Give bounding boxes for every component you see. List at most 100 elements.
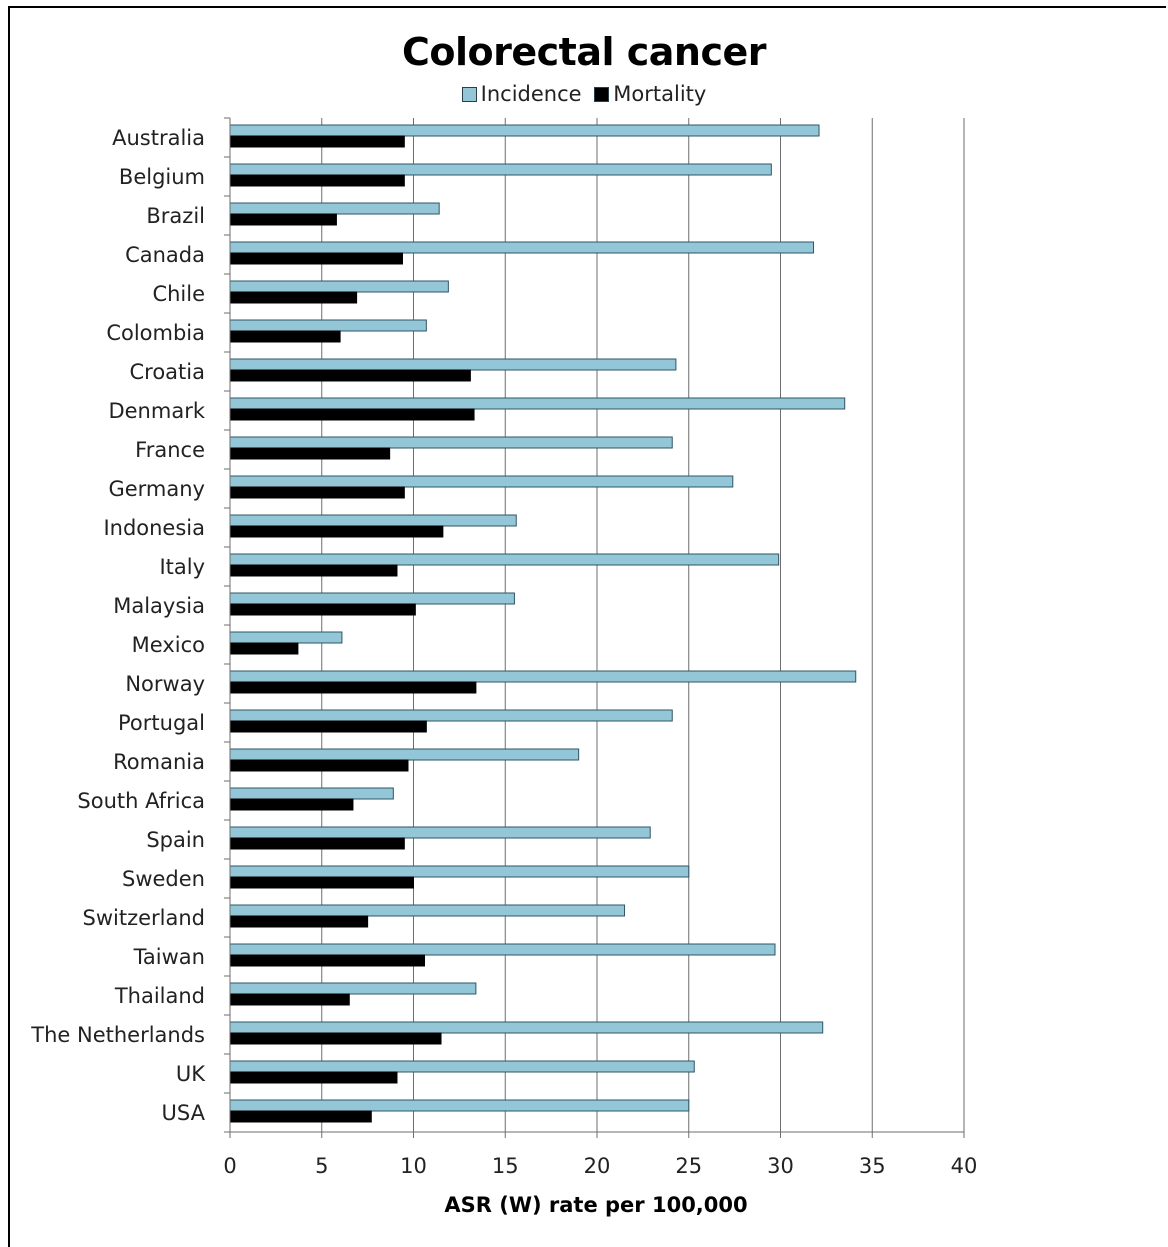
bar-mortality [229,642,299,655]
axes: 0 5 10 15 20 25 30 35 40 Australia Belgium Brazil Ca… [30,117,978,1178]
bar-incidence [229,592,515,605]
bar-incidence [229,202,440,215]
bar-incidence [229,748,580,761]
y-tick-label: Italy [159,555,205,579]
y-tick-label: UK [176,1062,206,1086]
bar-incidence [229,280,449,293]
y-tick-label: Germany [108,477,205,501]
bar-mortality [229,174,405,187]
y-tick-label: Mexico [132,633,205,657]
x-axis-title: ASR (W) rate per 100,000 [444,1193,747,1217]
bar-incidence [229,709,673,722]
y-tick-label: The Netherlands [30,1023,205,1047]
bar-mortality [229,564,398,577]
bar-mortality [229,720,427,733]
y-tick-label: Canada [125,243,205,267]
y-tick-label: Norway [125,672,205,696]
y-tick-label: USA [162,1101,206,1125]
bars [229,124,857,1123]
bar-incidence [229,163,772,176]
bar-incidence [229,1021,824,1034]
bar-mortality [229,915,369,928]
bar-mortality [229,369,471,382]
bar-mortality [229,798,354,811]
bar-incidence [229,982,477,995]
legend-item-mortality: Mortality [594,82,706,106]
bar-incidence [229,514,517,527]
y-tick-label: South Africa [77,789,205,813]
bar-incidence [229,358,677,371]
bar-incidence [229,1060,695,1073]
y-tick-label: Portugal [118,711,205,735]
legend-item-incidence: Incidence [461,82,582,106]
chart-legend: Incidence Mortality [0,82,1168,107]
chart-title: Colorectal cancer [402,30,767,74]
bar-mortality [229,759,409,772]
y-tick-label: Denmark [108,399,205,423]
y-tick-label: Taiwan [133,945,205,969]
bar-incidence [229,826,651,839]
bar-incidence [229,631,343,644]
x-tick-label: 30 [767,1154,794,1178]
bar-incidence [229,1099,690,1112]
bar-incidence [229,904,626,917]
y-tick-label: Belgium [119,165,205,189]
y-tick-label: Colombia [106,321,205,345]
y-tick-label: Brazil [146,204,205,228]
gridlines [321,118,965,1132]
y-tick-label: Switzerland [83,906,206,930]
bar-mortality [229,330,341,343]
bar-mortality [229,876,414,889]
bar-incidence [229,319,427,332]
y-tick-label: Malaysia [113,594,205,618]
y-tick-label: Sweden [122,867,205,891]
legend-swatch-mortality [594,86,610,102]
y-tick-label: Thailand [114,984,205,1008]
bar-mortality [229,993,350,1006]
x-tick-label: 25 [675,1154,702,1178]
y-tick-label: Croatia [130,360,206,384]
legend-swatch-incidence [461,86,477,102]
bar-mortality [229,408,475,421]
bar-mortality [229,681,477,694]
x-tick-label: 20 [584,1154,611,1178]
bar-mortality [229,525,444,538]
bar-mortality [229,291,358,304]
bar-mortality [229,213,337,226]
x-tick-label: 40 [951,1154,978,1178]
bar-mortality [229,486,405,499]
legend-label-mortality: Mortality [613,82,707,106]
bar-incidence [229,865,690,878]
bar-incidence [229,436,673,449]
bar-incidence [229,943,776,956]
x-tick-label: 15 [492,1154,519,1178]
chart-frame [8,6,1166,1247]
bar-mortality [229,837,405,850]
legend-label-incidence: Incidence [480,82,582,106]
bar-mortality [229,135,405,148]
y-tick-label: Spain [146,828,205,852]
bar-incidence [229,787,394,800]
x-tick-label: 0 [223,1154,236,1178]
bar-mortality [229,603,416,616]
bar-mortality [229,447,391,460]
bar-mortality [229,1032,442,1045]
bar-incidence [229,241,815,254]
bar-incidence [229,553,780,566]
bar-incidence [229,475,734,488]
x-tick-label: 35 [859,1154,886,1178]
bar-mortality [229,1071,398,1084]
y-tick-label: Chile [152,282,205,306]
bar-incidence [229,670,857,683]
y-tick-label: Indonesia [103,516,205,540]
y-tick-label: Romania [113,750,205,774]
bar-mortality [229,252,403,265]
bar-incidence [229,124,820,137]
bar-mortality [229,954,426,967]
bar-incidence [229,397,846,410]
x-tick-label: 10 [400,1154,427,1178]
bar-mortality [229,1110,372,1123]
x-tick-label: 5 [315,1154,328,1178]
y-tick-label: France [135,438,205,462]
